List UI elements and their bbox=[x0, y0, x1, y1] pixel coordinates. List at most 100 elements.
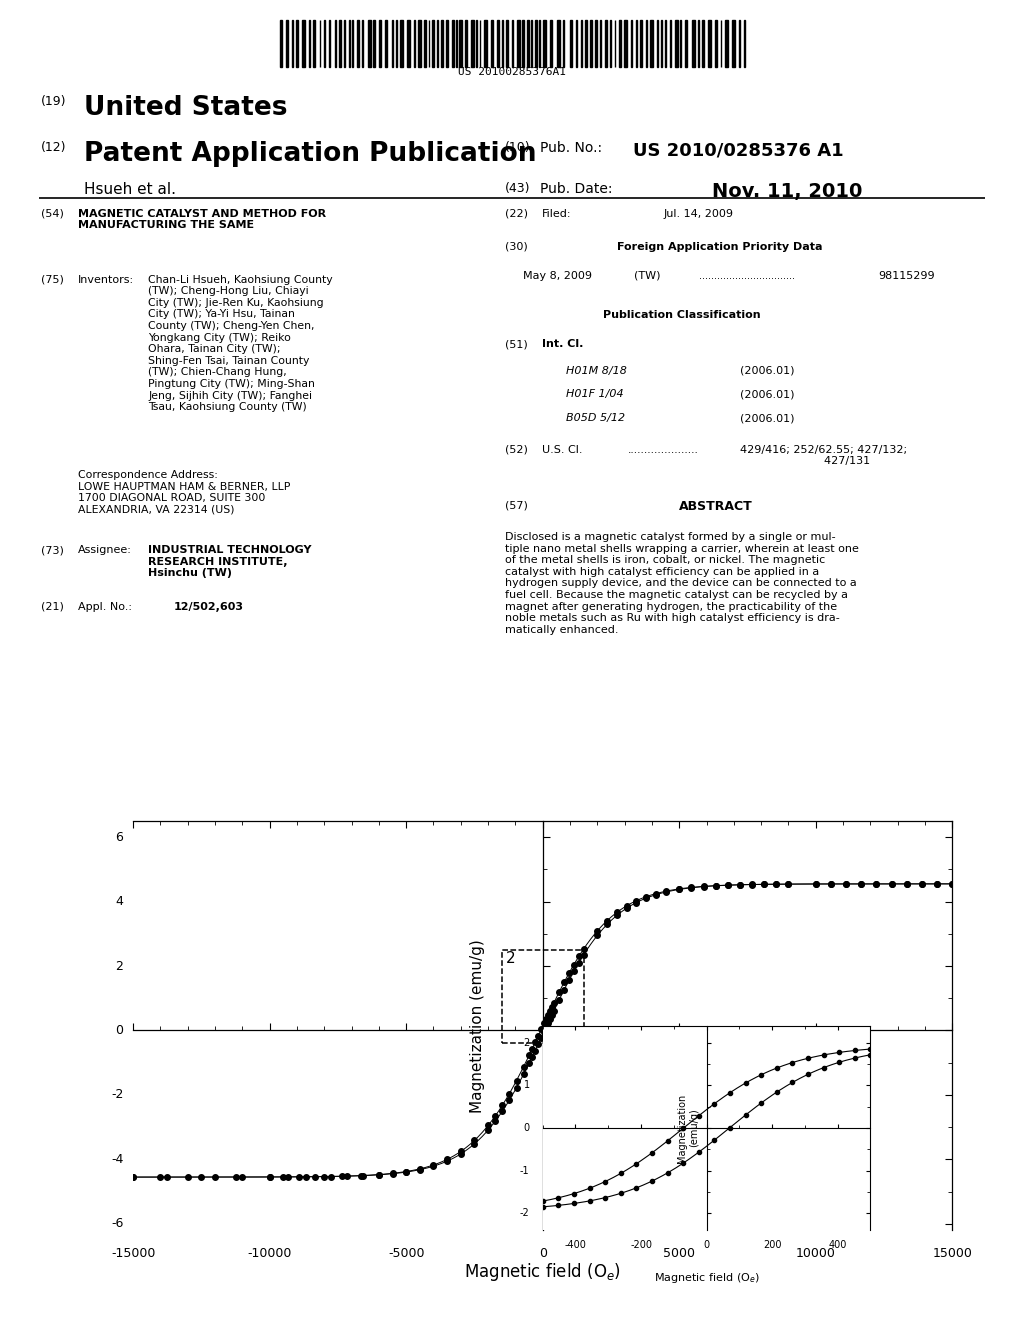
Point bbox=[720, 875, 736, 896]
Point bbox=[227, 1167, 244, 1188]
Point bbox=[732, 874, 749, 895]
Point bbox=[540, 1005, 556, 1026]
Point bbox=[899, 874, 915, 895]
Point bbox=[708, 875, 724, 896]
Bar bbox=[640, 20, 641, 67]
Point bbox=[412, 1158, 428, 1179]
Text: -1: -1 bbox=[520, 1166, 529, 1176]
Bar bbox=[650, 20, 653, 67]
Bar bbox=[715, 20, 717, 67]
Point bbox=[234, 1167, 251, 1188]
Point bbox=[589, 920, 605, 941]
Bar bbox=[725, 20, 728, 67]
Point bbox=[565, 954, 582, 975]
Point bbox=[597, 1171, 613, 1192]
Text: (30): (30) bbox=[505, 242, 527, 252]
Text: -4: -4 bbox=[111, 1152, 123, 1166]
Bar bbox=[697, 20, 699, 67]
Point bbox=[515, 1064, 531, 1085]
Text: Magnetic field (O$_e$): Magnetic field (O$_e$) bbox=[653, 1271, 760, 1286]
Text: 12/502,603: 12/502,603 bbox=[174, 602, 244, 612]
Point bbox=[530, 1026, 547, 1047]
Text: (75): (75) bbox=[41, 275, 63, 285]
Bar bbox=[459, 20, 462, 67]
Point bbox=[534, 1027, 550, 1048]
Point bbox=[707, 1093, 723, 1114]
Text: Hsueh et al.: Hsueh et al. bbox=[84, 182, 176, 197]
Bar bbox=[625, 20, 628, 67]
Bar bbox=[471, 20, 473, 67]
Point bbox=[542, 1001, 558, 1022]
Text: 2: 2 bbox=[506, 950, 515, 966]
Bar bbox=[595, 20, 597, 67]
Point bbox=[570, 946, 587, 968]
Point bbox=[618, 898, 635, 919]
Bar bbox=[446, 20, 447, 67]
Point bbox=[737, 1105, 754, 1126]
Point bbox=[487, 1110, 504, 1131]
Point bbox=[847, 1048, 863, 1069]
Text: -2: -2 bbox=[111, 1089, 123, 1101]
Point bbox=[784, 1072, 801, 1093]
Bar bbox=[302, 20, 304, 67]
Text: (19): (19) bbox=[41, 95, 67, 108]
Bar bbox=[590, 20, 593, 67]
Point bbox=[480, 1119, 497, 1140]
Bar bbox=[692, 20, 695, 67]
Point bbox=[521, 1053, 538, 1074]
Bar bbox=[357, 20, 359, 67]
Point bbox=[261, 1167, 278, 1188]
Point bbox=[439, 1148, 456, 1170]
Bar bbox=[535, 20, 537, 67]
Point bbox=[565, 1183, 582, 1204]
Bar bbox=[286, 20, 288, 67]
Bar bbox=[585, 20, 587, 67]
Text: (21): (21) bbox=[41, 602, 63, 612]
Point bbox=[439, 1151, 456, 1172]
Bar bbox=[339, 20, 341, 67]
Point bbox=[179, 1167, 196, 1188]
Point bbox=[425, 1155, 441, 1176]
Point bbox=[536, 1022, 552, 1043]
Bar bbox=[408, 20, 411, 67]
Bar bbox=[432, 20, 433, 67]
Point bbox=[530, 1034, 547, 1055]
Point bbox=[671, 879, 687, 900]
Text: 0: 0 bbox=[703, 1241, 710, 1250]
Text: United States: United States bbox=[84, 95, 288, 121]
Point bbox=[659, 1130, 676, 1151]
Point bbox=[675, 1118, 691, 1139]
Point bbox=[753, 1064, 769, 1085]
Point bbox=[515, 1056, 531, 1077]
Point bbox=[194, 1167, 210, 1188]
Point bbox=[527, 1032, 544, 1053]
Bar bbox=[465, 20, 467, 67]
Point bbox=[540, 1012, 556, 1034]
Y-axis label: Magnetization
(emu/g): Magnetization (emu/g) bbox=[678, 1093, 699, 1163]
Text: (57): (57) bbox=[505, 500, 527, 511]
Point bbox=[707, 1130, 723, 1151]
Text: Patent Application Publication: Patent Application Publication bbox=[84, 141, 537, 168]
Point bbox=[868, 874, 885, 895]
Text: (2006.01): (2006.01) bbox=[740, 413, 795, 424]
Point bbox=[628, 1154, 644, 1175]
Bar bbox=[701, 20, 705, 67]
Point bbox=[159, 1167, 175, 1188]
Point bbox=[784, 1052, 801, 1073]
Bar bbox=[631, 20, 633, 67]
Point bbox=[550, 1195, 566, 1216]
Point bbox=[884, 874, 900, 895]
Point bbox=[599, 913, 615, 935]
Point bbox=[853, 874, 869, 895]
Point bbox=[556, 972, 572, 993]
Point bbox=[371, 1164, 387, 1185]
Point bbox=[612, 1163, 629, 1184]
Bar bbox=[296, 20, 298, 67]
Text: -15000: -15000 bbox=[111, 1246, 156, 1259]
Point bbox=[659, 1163, 676, 1184]
Point bbox=[546, 993, 562, 1014]
Point bbox=[929, 874, 945, 895]
Text: H01M 8/18: H01M 8/18 bbox=[566, 366, 627, 376]
Bar bbox=[550, 20, 552, 67]
Bar bbox=[680, 20, 681, 67]
